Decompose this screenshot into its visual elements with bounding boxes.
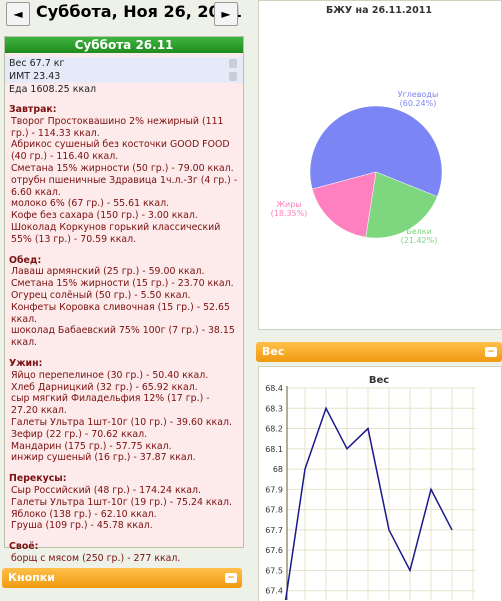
y-tick-label: 68 bbox=[273, 465, 283, 474]
y-tick-label: 67.9 bbox=[265, 485, 283, 494]
meal-item: молоко 6% (67 гр.) - 55.61 ккал. bbox=[11, 198, 170, 210]
meal-title: Своё: bbox=[9, 541, 39, 553]
prev-button[interactable]: ◄ bbox=[6, 2, 30, 26]
left-column: ◄ Суббота, Ноя 26, 2011 ► Суббота 26.11 … bbox=[0, 0, 250, 600]
pie-slice bbox=[365, 171, 438, 239]
meal-item: отрубн пшеничные Здравица 1ч.л.-3г (4 гр… bbox=[11, 174, 238, 198]
bmi: ИМТ 23.43 bbox=[9, 71, 61, 82]
y-tick-label: 67.4 bbox=[265, 587, 283, 596]
slice-label: Белки bbox=[406, 227, 432, 236]
pie-slice bbox=[311, 171, 377, 238]
y-tick-label: 68.1 bbox=[265, 445, 283, 454]
y-tick-label: 67.7 bbox=[265, 526, 283, 535]
slice-value-label: (21.42%) bbox=[401, 236, 438, 245]
meal-item: Сметана 15% жирности (50 гр.) - 79.00 кк… bbox=[11, 162, 234, 174]
y-tick-label: 68.3 bbox=[265, 404, 283, 413]
collapse-button[interactable]: − bbox=[485, 347, 497, 357]
meal-item: Яблоко (138 гр.) - 62.10 ккал. bbox=[11, 508, 157, 520]
meal-item: Абрикос сушеный без косточки GOOD FOOD (… bbox=[11, 139, 230, 163]
food: Еда 1608.25 ккал bbox=[9, 84, 97, 95]
meal-item: Галеты Ультра 1шт-10г (19 гр.) - 75.24 к… bbox=[11, 496, 232, 508]
slice-value-label: (60.24%) bbox=[400, 99, 437, 108]
y-tick-label: 67.6 bbox=[265, 546, 283, 555]
edit-icon[interactable] bbox=[229, 59, 237, 68]
meal-title: Обед: bbox=[9, 254, 42, 266]
weight-line bbox=[284, 406, 453, 600]
meal-item: Лаваш армянский (25 гр.) - 59.00 ккал. bbox=[11, 266, 205, 278]
y-tick-label: 67.8 bbox=[265, 506, 283, 515]
meal-item: сыр мягкий Филадельфия 12% (17 гр.) - 27… bbox=[11, 393, 210, 417]
meal-item: шоколад Бабаевский 75% 100г (7 гр.) - 38… bbox=[11, 325, 235, 349]
meal-item: Груша (109 гр.) - 45.78 ккал. bbox=[11, 520, 153, 532]
meal-title: Ужин: bbox=[9, 357, 43, 369]
meal-item: Шоколад Коркунов горький классический 55… bbox=[11, 221, 221, 245]
meal-item: Сметана 15% жирности (15 гр.) - 23.70 кк… bbox=[11, 278, 234, 290]
bmi-row: ИМТ 23.43 bbox=[5, 70, 243, 83]
meal-item: Кофе без сахара (150 гр.) - 3.00 ккал. bbox=[11, 210, 198, 222]
meal-item: Хлеб Дарницкий (32 гр.) - 65.92 ккал. bbox=[11, 381, 198, 393]
y-tick-label: 67.5 bbox=[265, 566, 283, 575]
meal-item: Мандарин (175 гр.) - 57.75 ккал. bbox=[11, 440, 172, 452]
slice-label: Углеводы bbox=[398, 90, 439, 99]
y-tick-label: 68.2 bbox=[265, 425, 283, 434]
pie-slice bbox=[309, 105, 443, 197]
chart-title: БЖУ на 26.11.2011 bbox=[326, 5, 432, 16]
chart-title: Вес bbox=[369, 375, 389, 386]
weight: Вес 67.7 кг bbox=[9, 58, 65, 69]
y-tick-label: 68.4 bbox=[265, 384, 283, 393]
edit-icon[interactable] bbox=[229, 72, 237, 81]
meal-item: Огурец солёный (50 гр.) - 5.50 ккал. bbox=[11, 289, 191, 301]
meal-item: инжир сушеный (16 гр.) - 37.87 ккал. bbox=[11, 452, 196, 464]
day-title: Суббота 26.11 bbox=[5, 37, 243, 53]
slice-value-label: (18.35%) bbox=[271, 209, 308, 218]
meal-item: Творог Простоквашино 2% нежирный (111 гр… bbox=[11, 115, 224, 139]
food-row: Еда 1608.25 ккал bbox=[5, 83, 243, 96]
weight-panel-header[interactable]: Вес − bbox=[256, 342, 502, 362]
date-title: Суббота, Ноя 26, 2011 bbox=[36, 2, 242, 21]
weight-row: Вес 67.7 кг bbox=[5, 57, 243, 70]
day-panel: Суббота 26.11 Вес 67.7 кг ИМТ 23.43 Еда … bbox=[4, 36, 244, 564]
meal-title: Завтрак: bbox=[9, 104, 57, 115]
collapse-button[interactable]: − bbox=[225, 573, 237, 583]
meal-item: борщ с мясом (250 гр.) - 277 ккал. bbox=[11, 552, 181, 564]
meal-item: Конфеты Коровка сливочная (15 гр.) - 52.… bbox=[11, 301, 230, 325]
meal-item: Галеты Ультра 1шт-10г (10 гр.) - 39.60 к… bbox=[11, 416, 232, 428]
meal-item: Яйцо перепелиное (30 гр.) - 50.40 ккал. bbox=[11, 369, 209, 381]
panel-title: Кнопки bbox=[8, 571, 55, 584]
buttons-panel-header[interactable]: Кнопки − bbox=[2, 568, 242, 588]
meals: Завтрак: Творог Простоквашино 2% нежирный… bbox=[5, 96, 243, 565]
next-button[interactable]: ► bbox=[214, 2, 238, 26]
meal-item: Сыр Российский (48 гр.) - 174.24 ккал. bbox=[11, 484, 201, 496]
meal-item: Зефир (22 гр.) - 70.62 ккал. bbox=[11, 428, 148, 440]
slice-label: Жиры bbox=[276, 200, 301, 209]
panel-title: Вес bbox=[262, 345, 285, 358]
meal-title: Перекусы: bbox=[9, 473, 67, 485]
